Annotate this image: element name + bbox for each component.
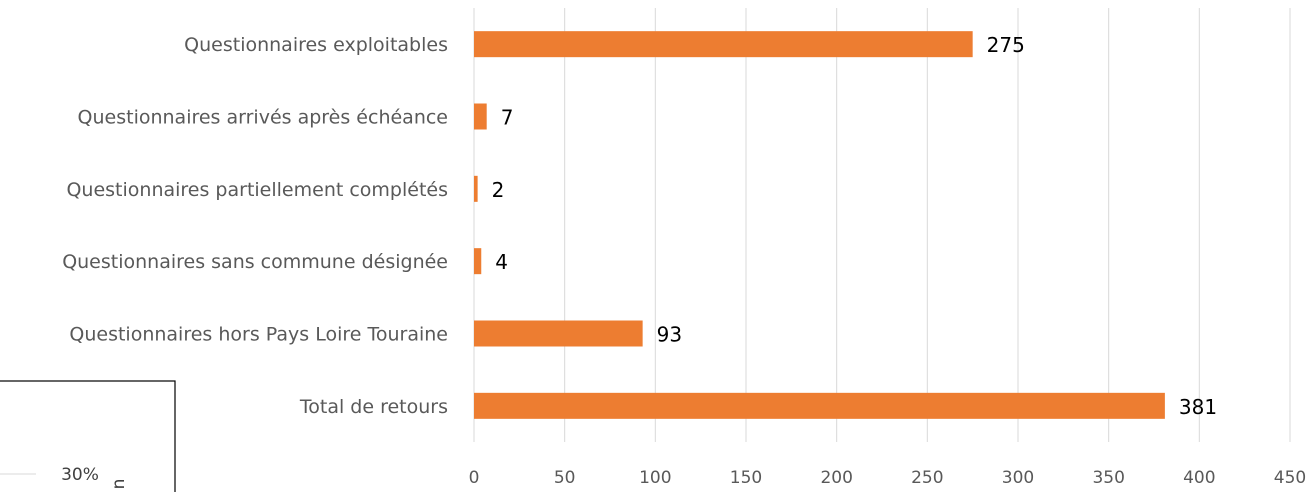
x-tick-label: 200 [820, 468, 852, 488]
bar [474, 392, 1165, 419]
category-label: Total de retours [299, 396, 448, 418]
category-label: Questionnaires sans commune désignée [62, 251, 448, 273]
inset-tick-label: 30% [61, 465, 99, 485]
x-tick-label: 450 [1274, 468, 1306, 488]
x-tick-label: 100 [639, 468, 671, 488]
x-tick-label: 50 [554, 468, 576, 488]
category-label: Questionnaires exploitables [184, 34, 448, 56]
bar [474, 248, 482, 275]
data-label: 2 [492, 178, 505, 202]
bar [474, 31, 973, 58]
data-labels: 275 7 2 4 93 381 [492, 33, 1217, 419]
x-tick-label: 400 [1183, 468, 1215, 488]
inset-chart-fragment: 30% n [0, 380, 176, 492]
x-tick-label: 350 [1092, 468, 1124, 488]
category-label: Questionnaires arrivés après échéance [78, 107, 448, 129]
category-labels: Questionnaires exploitables Questionnaire… [62, 34, 448, 418]
bars [474, 31, 1165, 419]
data-label: 275 [987, 33, 1025, 57]
category-label: Questionnaires hors Pays Loire Touraine [69, 324, 448, 346]
bar [474, 103, 487, 130]
x-tick-label: 0 [469, 468, 480, 488]
category-label: Questionnaires partiellement complétés [66, 179, 448, 201]
data-label: 93 [657, 323, 682, 347]
bar [474, 320, 643, 347]
data-label: 4 [495, 250, 508, 274]
x-tick-label: 250 [911, 468, 943, 488]
data-label: 381 [1179, 395, 1217, 419]
x-tick-label: 300 [1002, 468, 1034, 488]
data-label: 7 [501, 106, 514, 130]
inset-rotated-glyph: n [109, 479, 129, 490]
gridlines [473, 8, 1291, 442]
x-tick-label: 150 [730, 468, 762, 488]
x-tick-labels: 0 50 100 150 200 250 300 350 400 450 [469, 468, 1307, 488]
bar [474, 175, 478, 202]
